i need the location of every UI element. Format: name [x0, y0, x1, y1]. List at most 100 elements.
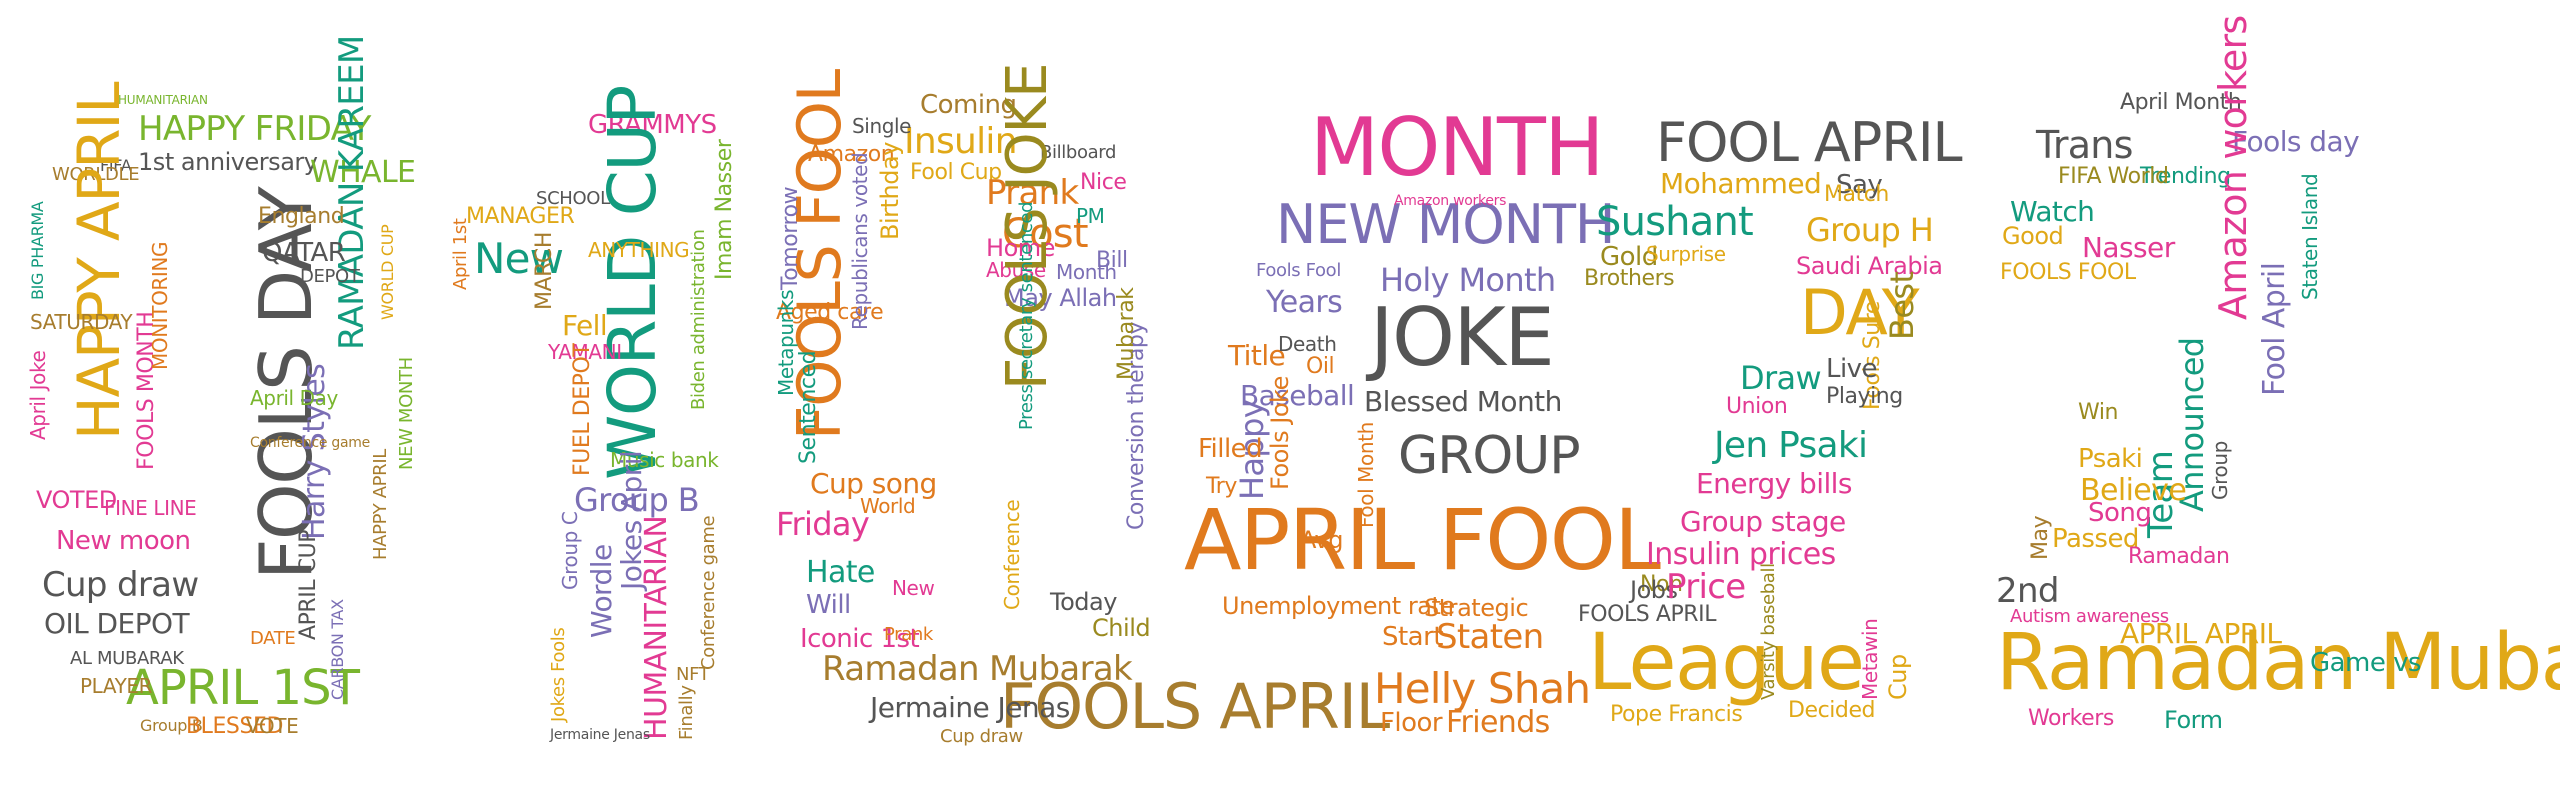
- word: Bill: [1096, 248, 1128, 273]
- word: Amazon workers: [1394, 193, 1507, 209]
- word: NEW MONTH: [396, 357, 417, 470]
- word: Group H: [1806, 211, 1934, 249]
- word: Game vs: [2310, 648, 2421, 678]
- word: BIG PHARMA: [28, 201, 47, 300]
- word: Saudi Arabia: [1796, 252, 1943, 280]
- word: Wordle: [585, 544, 618, 638]
- word: SCHOOL: [536, 188, 610, 209]
- word: New: [474, 234, 564, 283]
- word: Abuse: [986, 258, 1046, 282]
- word: NFT: [676, 664, 710, 685]
- word: Cup song: [810, 467, 937, 500]
- word: MONITORING: [148, 241, 172, 370]
- word: Live: [1826, 354, 1878, 384]
- word: HUMANITARIAN: [118, 93, 208, 107]
- word: Birthday: [876, 142, 904, 240]
- word: Fool April: [2257, 262, 2292, 396]
- word: Fools Fool: [1256, 260, 1341, 281]
- word: Non: [1640, 572, 1683, 597]
- word: APRIL APRIL: [2120, 617, 2282, 650]
- word: Mohammed: [1660, 167, 1822, 200]
- word: Helly Shah: [1374, 664, 1591, 713]
- word: Tomorrow: [778, 186, 803, 290]
- word: Cost: [1002, 211, 1089, 257]
- word: Form: [2164, 706, 2223, 734]
- word: AL MUBARAK: [70, 648, 184, 669]
- word: Today: [1050, 588, 1118, 616]
- word: Draw: [1740, 359, 1822, 397]
- word: Iconic 1st: [800, 624, 920, 654]
- word: Ramadan: [2128, 544, 2230, 569]
- word: Jen Psaki: [1714, 425, 1868, 466]
- word: Jokes Fools: [548, 627, 569, 722]
- word: Will: [806, 590, 851, 620]
- word: Believe: [2080, 473, 2187, 508]
- word: SATURDAY: [30, 310, 133, 334]
- word: Cup draw: [42, 565, 199, 605]
- word: Metapunks: [774, 289, 798, 396]
- word: May Allah: [1004, 284, 1117, 312]
- word: 1st anniversary: [138, 148, 318, 176]
- word: Amazon workers: [2211, 15, 2255, 320]
- word: Avg: [1300, 526, 1344, 554]
- word: Fools day: [2232, 125, 2360, 158]
- word: Unemployment rate: [1222, 592, 1455, 620]
- word: Jermaine Jenas: [870, 691, 1070, 724]
- word: 2nd: [1996, 571, 2059, 611]
- word: Try: [1206, 474, 1237, 499]
- word: Win: [2078, 400, 2119, 425]
- word: Years: [1266, 285, 1343, 320]
- word: APRIL 1ST: [126, 660, 360, 716]
- word: Group: [2208, 441, 2232, 500]
- word: APRIL CUP: [296, 529, 321, 640]
- word: VOTE: [246, 714, 299, 738]
- word: Insulin: [904, 121, 1018, 162]
- word: WORLD CUP: [378, 224, 397, 320]
- word: Mubarak: [1114, 287, 1139, 380]
- word: Psaki: [2078, 444, 2143, 474]
- word: Match: [1824, 182, 1889, 207]
- word: Cup: [1884, 654, 1912, 700]
- word: Varsity baseball: [1758, 563, 1779, 700]
- word: Holy Month: [1380, 261, 1556, 299]
- word: Workers: [2028, 706, 2114, 731]
- word: New moon: [56, 526, 191, 556]
- word: Hate: [806, 555, 875, 590]
- word: Republicans voted: [848, 152, 872, 330]
- word: Ramadan Mubarak: [1996, 618, 2560, 708]
- word: Jobs: [1630, 576, 1678, 604]
- word: APRIL FOOL: [1184, 491, 1661, 589]
- word: Insulin prices: [1646, 537, 1836, 572]
- word: Nice: [1080, 170, 1127, 195]
- word: Watch: [2010, 195, 2095, 228]
- word: Staten: [1436, 617, 1544, 657]
- word: Fools Joke: [1266, 376, 1294, 490]
- word: Single: [852, 114, 912, 138]
- word: QATAR: [262, 238, 346, 268]
- word: HAPPY APRIL: [370, 449, 391, 560]
- word: MARCH: [532, 232, 557, 310]
- word: OIL DEPOT: [44, 607, 190, 640]
- word: Amazon: [808, 142, 895, 167]
- word: Conference game: [250, 435, 370, 451]
- word: Cup draw: [940, 726, 1023, 747]
- word: New: [892, 576, 935, 600]
- word: WORLD CUP: [594, 86, 671, 480]
- word: Music bank: [610, 448, 719, 472]
- word: Good: [2002, 222, 2064, 250]
- word: Oil: [1306, 354, 1335, 379]
- word: Pope Francis: [1610, 702, 1743, 727]
- word: Sushant: [1596, 199, 1754, 245]
- word: PM: [1076, 204, 1105, 228]
- word: Group B: [574, 481, 700, 519]
- word: Energy bills: [1696, 467, 1852, 500]
- word: MANAGER: [466, 204, 575, 229]
- word: MONTH: [1310, 101, 1604, 194]
- word: Decided: [1788, 698, 1876, 723]
- word: Baseball: [1240, 379, 1355, 412]
- word: Start: [1382, 622, 1443, 652]
- word: Group C: [558, 511, 582, 590]
- word: Press secretary sentenced: [1016, 201, 1037, 430]
- word: Group B: [140, 716, 203, 735]
- word: Finally: [676, 685, 697, 740]
